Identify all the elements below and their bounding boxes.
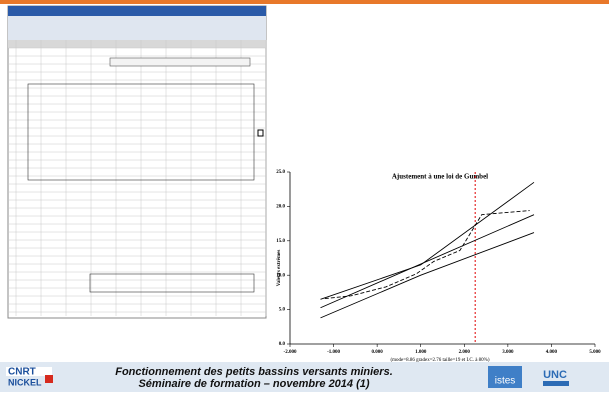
chart-title: Ajustement à une loi de Gumbel [392,173,488,181]
y-tick-label: 0.0 [279,342,286,347]
spreadsheet-screenshot [8,6,266,318]
logo: CNRT [8,367,36,378]
y-axis-label: Valeurs extrêmes [277,250,282,287]
logo-mark [543,381,569,386]
slide-canvas: Ajustement à une loi de Gumbel Valeurs e… [0,0,609,392]
x-tick-label: -2.000 [284,350,297,355]
logo: istes [495,376,516,387]
y-tick-label: 5.0 [279,308,286,313]
top-band [0,0,609,4]
x-tick-label: 5.000 [589,350,601,355]
chart-area [270,150,605,365]
x-tick-label: 4.000 [546,350,558,355]
x-tick-label: 1.000 [415,350,427,355]
x-tick-label: 0.000 [372,350,384,355]
slide: Ajustement à une loi de Gumbel Valeurs e… [0,0,609,392]
x-tick-label: -1.000 [327,350,340,355]
y-tick-label: 15.0 [276,239,285,244]
logo-mark [45,375,53,383]
x-tick-label: 3.000 [502,350,514,355]
footer-line: Fonctionnement des petits bassins versan… [115,366,393,378]
x-tick-label: 2.000 [459,350,471,355]
logo: UNC [543,369,567,381]
footer-line: Séminaire de formation – novembre 2014 (… [138,378,369,390]
y-tick-label: 25.0 [276,170,285,175]
y-tick-label: 10.0 [276,273,285,278]
y-tick-label: 20.0 [276,205,285,210]
logo: NICKEL [8,377,42,387]
